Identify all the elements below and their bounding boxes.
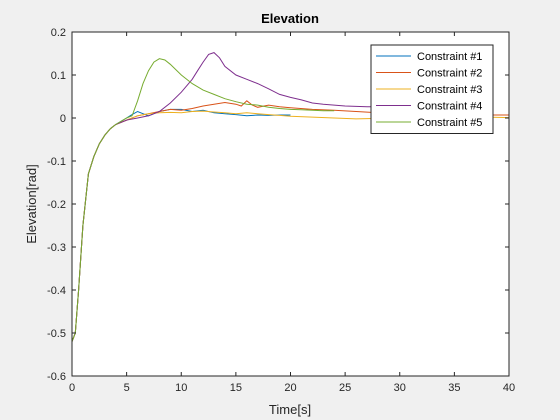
y-tick-label: 0 — [60, 113, 66, 125]
legend-label-1: Constraint #1 — [417, 51, 482, 63]
x-tick-label: 15 — [230, 382, 242, 394]
legend-label-2: Constraint #2 — [417, 68, 482, 80]
y-tick-label: -0.5 — [47, 328, 66, 340]
y-tick-label: -0.1 — [47, 156, 66, 168]
y-tick-label: -0.6 — [47, 371, 66, 383]
x-tick-label: 20 — [284, 382, 296, 394]
y-tick-label: -0.2 — [47, 199, 66, 211]
x-tick-label: 10 — [175, 382, 187, 394]
x-tick-label: 40 — [503, 382, 515, 394]
y-tick-label: -0.4 — [47, 285, 66, 297]
legend-label-4: Constraint #4 — [417, 101, 482, 113]
y-tick-label: -0.3 — [47, 242, 66, 254]
x-tick-label: 25 — [339, 382, 351, 394]
x-tick-label: 35 — [448, 382, 460, 394]
x-tick-label: 0 — [69, 382, 75, 394]
y-tick-label: 0.2 — [51, 27, 66, 39]
x-tick-label: 30 — [394, 382, 406, 394]
legend: Constraint #1 Constraint #2 Constraint #3 C… — [371, 45, 493, 134]
chart-title: Elevation — [261, 11, 319, 26]
x-axis-label: Time[s] — [269, 402, 311, 417]
x-tick-label: 5 — [124, 382, 130, 394]
y-axis-label: Elevation[rad] — [24, 164, 39, 244]
legend-label-3: Constraint #3 — [417, 84, 482, 96]
legend-label-5: Constraint #5 — [417, 117, 482, 129]
y-tick-label: 0.1 — [51, 70, 66, 82]
